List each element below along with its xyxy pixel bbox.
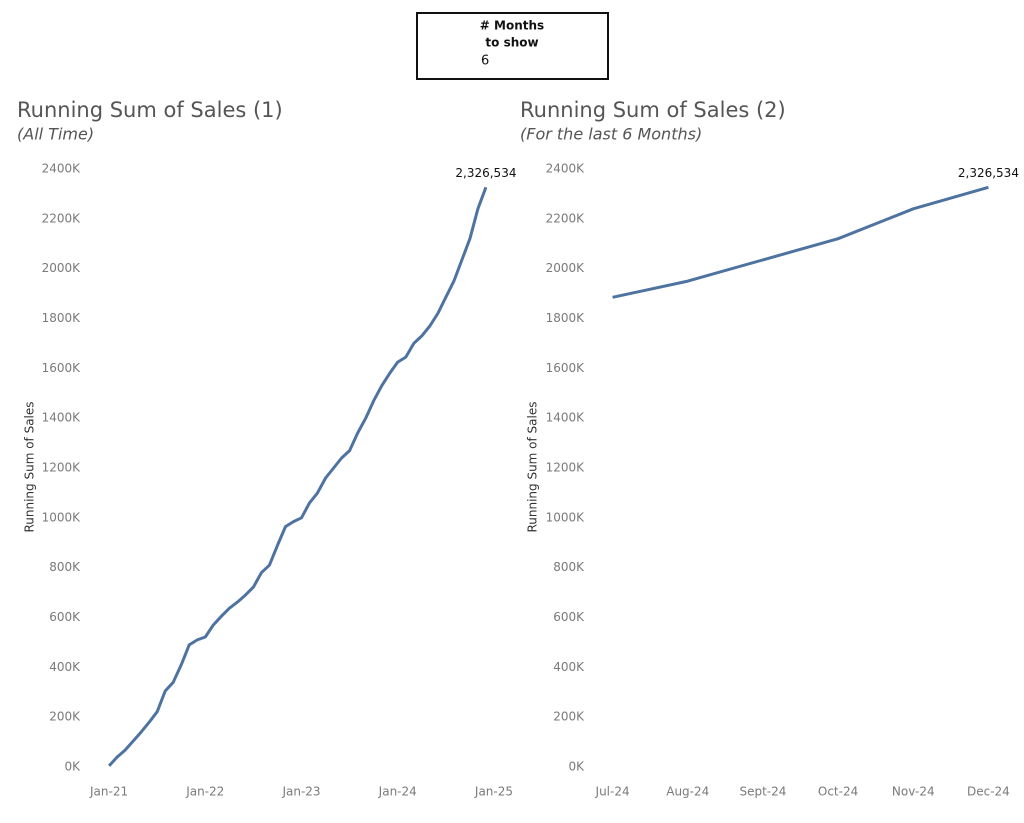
- x-tick-label: Sept-24: [739, 785, 786, 799]
- y-tick-label: 2000K: [546, 261, 586, 275]
- y-tick-label: 2400K: [42, 161, 82, 175]
- y-tick-label: 2400K: [546, 161, 586, 175]
- chart-subtitle: (For the last 6 Months): [520, 125, 702, 144]
- y-axis-title: Running Sum of Sales: [23, 401, 37, 532]
- chart: Running Sum of Sales (2) (For the last 6 …: [520, 98, 1019, 799]
- y-tick-label: 0K: [568, 760, 585, 774]
- y-tick-label: 200K: [553, 710, 585, 724]
- parameter-label: # Months: [480, 19, 544, 33]
- y-tick-label: 600K: [49, 610, 81, 624]
- x-tick-label: Nov-24: [892, 785, 935, 799]
- y-tick-label: 1200K: [42, 461, 82, 475]
- x-tick-label: Jul-24: [595, 785, 630, 799]
- y-tick-label: 1000K: [546, 510, 586, 524]
- y-tick-label: 1200K: [546, 461, 586, 475]
- parameter-value[interactable]: 6: [481, 54, 489, 69]
- y-tick-label: 1600K: [42, 361, 82, 375]
- line: [107, 186, 488, 767]
- y-axis-title: Running Sum of Sales: [526, 401, 540, 532]
- y-tick-label: 1800K: [42, 311, 82, 325]
- chart-title: Running Sum of Sales (2): [520, 98, 786, 122]
- y-tick-label: 400K: [49, 660, 81, 674]
- line: [612, 185, 989, 299]
- chart-title: Running Sum of Sales (1): [17, 98, 283, 122]
- data-label: 2,326,534: [455, 166, 516, 180]
- chart: Running Sum of Sales (1) (All Time) Runnin…: [17, 98, 516, 799]
- y-tick-label: 1600K: [546, 361, 586, 375]
- y-tick-label: 2000K: [42, 261, 82, 275]
- y-tick-label: 2200K: [546, 211, 586, 225]
- x-tick-label: Jan-25: [474, 785, 513, 799]
- parameter-label: to show: [485, 36, 538, 50]
- x-tick-label: Jan-24: [378, 785, 417, 799]
- y-tick-label: 400K: [553, 660, 585, 674]
- x-tick-label: Jan-22: [185, 785, 224, 799]
- x-tick-label: Oct-24: [818, 785, 858, 799]
- x-tick-label: Jan-23: [281, 785, 320, 799]
- chart-subtitle: (All Time): [17, 125, 94, 144]
- y-tick-label: 600K: [553, 610, 585, 624]
- y-tick-label: 800K: [49, 560, 81, 574]
- y-tick-label: 1400K: [546, 411, 586, 425]
- y-tick-label: 2200K: [42, 211, 82, 225]
- y-tick-label: 1400K: [42, 411, 82, 425]
- parameter-control[interactable]: # Months to show 6: [416, 12, 609, 80]
- x-tick-label: Aug-24: [666, 785, 709, 799]
- y-tick-label: 200K: [49, 710, 81, 724]
- y-tick-label: 0K: [64, 760, 81, 774]
- y-tick-label: 800K: [553, 560, 585, 574]
- y-tick-label: 1000K: [42, 510, 82, 524]
- data-label: 2,326,534: [958, 166, 1019, 180]
- x-tick-label: Dec-24: [967, 785, 1010, 799]
- parameter-box[interactable]: [416, 12, 609, 80]
- y-tick-label: 1800K: [546, 311, 586, 325]
- x-tick-label: Jan-21: [89, 785, 128, 799]
